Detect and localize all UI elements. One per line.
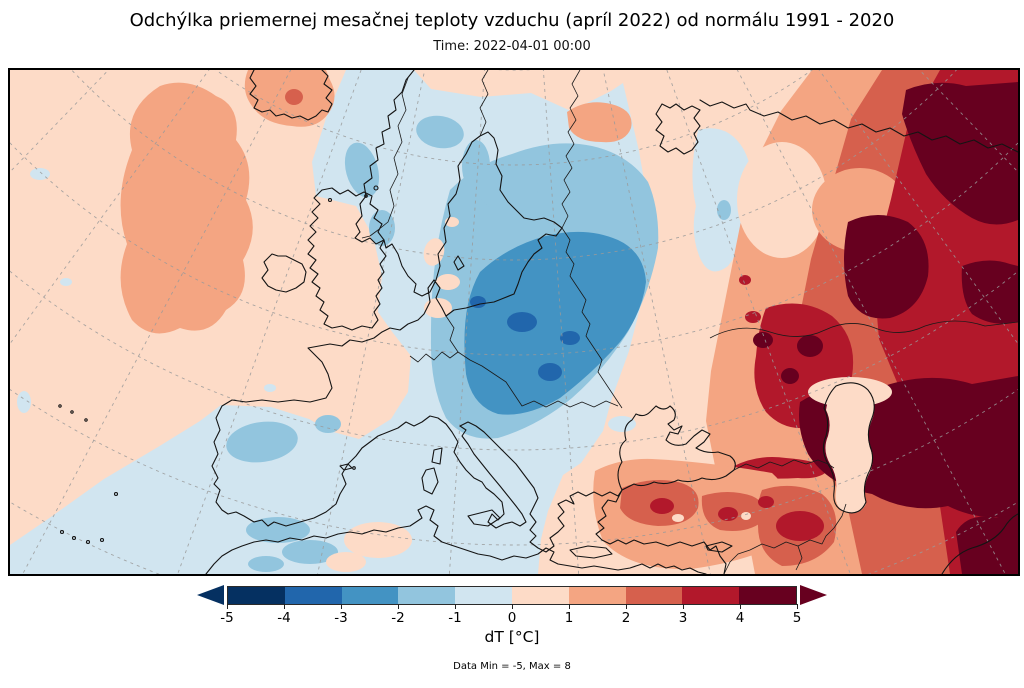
colorbar-tick: 1 <box>564 610 574 626</box>
colorbar-segment <box>511 586 569 604</box>
colorbar-tick: 4 <box>735 610 745 626</box>
colorbar-tickmark <box>683 604 684 609</box>
colorbar-tick: 3 <box>678 610 688 626</box>
country-borders <box>361 70 1018 574</box>
colorbar-ticks: -5 -4 -3 -2 -1 0 1 2 3 4 5 <box>220 604 801 644</box>
colorbar-tickmark <box>284 604 285 609</box>
colorbar-tickmark <box>569 604 570 609</box>
colorbar-tick: 0 <box>507 610 517 626</box>
colorbar-segment <box>455 586 512 604</box>
colorbar-tick: -4 <box>277 610 291 626</box>
colorbar-tickmark <box>398 604 399 609</box>
colorbar-tick: -5 <box>220 610 234 626</box>
colorbar-tick: -1 <box>448 610 462 626</box>
europe-anomaly-map <box>10 70 1018 574</box>
colorbar-tickmark <box>797 604 798 609</box>
colorbar-tick: 2 <box>621 610 631 626</box>
colorbar-segment <box>739 586 796 604</box>
figure-subtitle: Time: 2022-04-01 00:00 <box>433 39 591 54</box>
colorbar-tick: -3 <box>334 610 348 626</box>
colorbar-tick: -2 <box>391 610 405 626</box>
colorbar-tick: 5 <box>792 610 802 626</box>
colorbar-tickmark <box>626 604 627 609</box>
colorbar-bar <box>227 585 797 605</box>
colorbar-segment <box>341 586 399 604</box>
colorbar-segment <box>625 586 683 604</box>
colorbar-tickmark <box>512 604 513 609</box>
colorbar-under-arrow <box>197 585 224 605</box>
colorbar-tickmark <box>455 604 456 609</box>
map-plot-area <box>8 68 1020 576</box>
colorbar-segment <box>682 586 740 604</box>
coastlines <box>58 70 1018 574</box>
colorbar-tickmark <box>341 604 342 609</box>
figure-title: Odchýlka priemernej mesačnej teploty vzd… <box>129 10 895 31</box>
colorbar-label: dT [°C] <box>484 628 540 646</box>
colorbar-segment <box>284 586 342 604</box>
colorbar-segment <box>398 586 456 604</box>
anomaly-fill-layer <box>10 70 1018 574</box>
colorbar-tickmark <box>227 604 228 609</box>
colorbar-segment <box>228 586 285 604</box>
colorbar <box>197 585 827 605</box>
colorbar-segment <box>568 586 626 604</box>
colorbar-over-arrow <box>800 585 827 605</box>
colorbar-tickmark <box>740 604 741 609</box>
data-minmax-footnote: Data Min = -5, Max = 8 <box>453 661 571 672</box>
graticule-grid <box>10 70 1018 574</box>
